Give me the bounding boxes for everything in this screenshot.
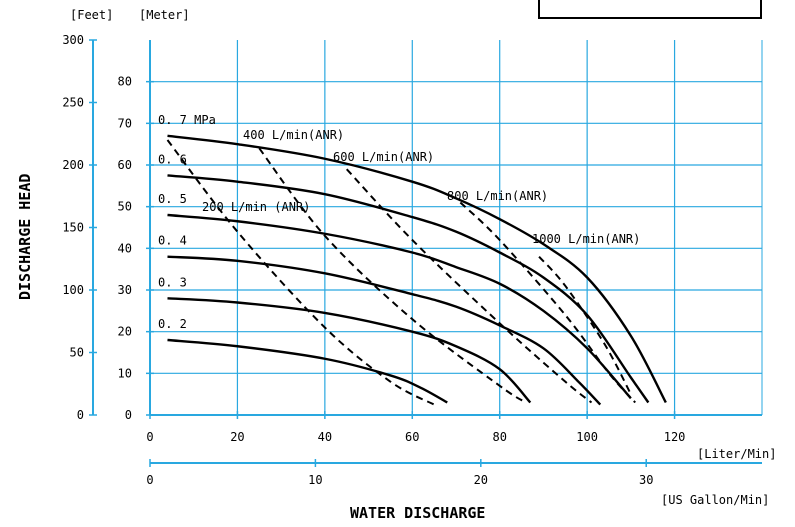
air-consumption-curve bbox=[345, 168, 593, 404]
air-consumption-curve bbox=[166, 139, 435, 406]
curve-labels: 0. 7 MPa 0. 6 0. 5 0. 4 0. 3 0. 2 200 L/min (A… bbox=[158, 113, 640, 331]
pressure-label: 0. 3 bbox=[158, 275, 187, 289]
gallon-unit-label: [US Gallon/Min] bbox=[661, 493, 769, 507]
pressure-curve bbox=[167, 255, 602, 406]
liter-tick-label: 120 bbox=[664, 430, 686, 444]
air-consumption-label: 1000 L/min(ANR) bbox=[532, 232, 640, 246]
curves bbox=[166, 134, 667, 406]
meter-tick-label: 20 bbox=[118, 325, 132, 339]
meter-tick-label: 70 bbox=[118, 116, 132, 130]
feet-tick-label: 0 bbox=[77, 408, 84, 422]
air-consumption-curve bbox=[459, 201, 636, 404]
gallon-tick-label: 10 bbox=[308, 473, 322, 487]
feet-tick-label: 200 bbox=[62, 158, 84, 172]
liter-tick-label: 20 bbox=[230, 430, 244, 444]
liter-tick-label: 100 bbox=[576, 430, 598, 444]
feet-tick-label: 100 bbox=[62, 283, 84, 297]
air-consumption-label: 800 L/min(ANR) bbox=[447, 189, 548, 203]
feet-tick-label: 150 bbox=[62, 221, 84, 235]
x-axis-title: WATER DISCHARGE bbox=[350, 504, 485, 522]
feet-unit-label: [Feet] bbox=[70, 8, 113, 22]
liter-unit-label: [Liter/Min] bbox=[697, 447, 776, 461]
pressure-label: 0. 2 bbox=[158, 317, 187, 331]
meter-tick-label: 50 bbox=[118, 200, 132, 214]
pressure-label: 0. 7 MPa bbox=[158, 113, 216, 127]
meter-tick-label: 80 bbox=[118, 75, 132, 89]
air-consumption-label: 600 L/min(ANR) bbox=[333, 150, 434, 164]
pressure-curve bbox=[167, 297, 532, 404]
pressure-label: 0. 6 bbox=[158, 152, 187, 166]
meter-unit-label: [Meter] bbox=[139, 8, 190, 22]
meter-tick-label: 60 bbox=[118, 158, 132, 172]
air-consumption-curve bbox=[538, 255, 632, 395]
legend-box bbox=[538, 0, 762, 19]
meter-tick-label: 10 bbox=[118, 366, 132, 380]
liter-tick-label: 0 bbox=[146, 430, 153, 444]
air-consumption-label: 400 L/min(ANR) bbox=[243, 128, 344, 142]
feet-tick-label: 50 bbox=[70, 346, 84, 360]
pressure-curve bbox=[167, 174, 650, 404]
meter-tick-label: 0 bbox=[125, 408, 132, 422]
grid bbox=[150, 40, 762, 415]
pressure-curve bbox=[167, 213, 632, 400]
meter-tick-label: 40 bbox=[118, 241, 132, 255]
pressure-curve bbox=[167, 338, 448, 404]
feet-tick-label: 250 bbox=[62, 96, 84, 110]
pressure-label: 0. 5 bbox=[158, 192, 187, 206]
liter-tick-label: 80 bbox=[492, 430, 506, 444]
gallon-tick-label: 30 bbox=[639, 473, 653, 487]
air-consumption-curve bbox=[258, 147, 527, 404]
feet-tick-label: 300 bbox=[62, 33, 84, 47]
axes bbox=[89, 39, 763, 467]
gallon-tick-label: 20 bbox=[474, 473, 488, 487]
liter-tick-label: 40 bbox=[318, 430, 332, 444]
y-axis-title: DISCHARGE HEAD bbox=[16, 174, 34, 300]
pressure-curve bbox=[167, 134, 667, 404]
air-consumption-label: 200 L/min (ANR) bbox=[202, 200, 310, 214]
gallon-tick-label: 0 bbox=[146, 473, 153, 487]
pressure-label: 0. 4 bbox=[158, 234, 187, 248]
liter-tick-label: 60 bbox=[405, 430, 419, 444]
meter-tick-label: 30 bbox=[118, 283, 132, 297]
